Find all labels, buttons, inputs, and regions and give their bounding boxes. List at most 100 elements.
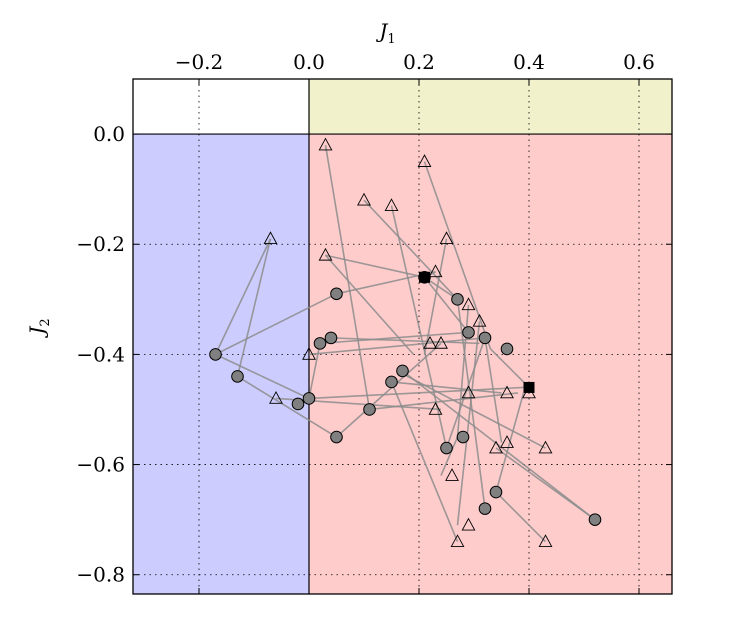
- x-axis-title-subscript: 1: [387, 32, 395, 47]
- triangle-point-15: [500, 385, 514, 399]
- circle-point-15: [500, 342, 514, 356]
- segment-2: [214, 238, 272, 355]
- segment-5: [237, 375, 337, 438]
- segment-1: [215, 293, 337, 356]
- y-axis-title: J2: [25, 318, 53, 338]
- triangle-point-22: [461, 517, 476, 531]
- x-axis-title-main: J: [375, 19, 388, 43]
- circle-point-1: [209, 348, 222, 361]
- segment-25: [495, 447, 596, 521]
- circle-point-8: [363, 403, 376, 416]
- circle-point-4: [291, 397, 305, 411]
- y-tick-label-1: −0.2: [76, 232, 125, 256]
- circle-point-13: [462, 326, 475, 339]
- segment-14: [363, 199, 459, 300]
- segment-36: [324, 254, 415, 355]
- segment-4: [215, 353, 310, 400]
- circle-point-19: [489, 485, 503, 499]
- triangle-point-4: [439, 231, 454, 245]
- square-point-0: [419, 271, 430, 283]
- y-tick-label-2: −0.4: [76, 342, 125, 366]
- triangle-point-17: [428, 402, 443, 415]
- segment-22: [440, 436, 459, 476]
- segment-29: [308, 386, 524, 400]
- triangle-point-10: [423, 335, 437, 349]
- segment-10: [324, 144, 371, 410]
- triangle-point-12: [302, 346, 316, 360]
- circle-point-0: [330, 287, 343, 301]
- grid-lines: [133, 79, 672, 594]
- region-1: [309, 134, 672, 595]
- triangle-point-18: [500, 435, 514, 448]
- connecting-lines: [214, 144, 596, 543]
- segment-37: [391, 381, 502, 394]
- circle-point-3: [302, 392, 316, 405]
- data-markers: [209, 137, 602, 547]
- segment-31: [445, 337, 486, 449]
- segment-12: [325, 254, 425, 279]
- segment-15: [390, 205, 448, 449]
- circle-point-17: [456, 430, 470, 444]
- segment-32: [484, 337, 503, 443]
- triangle-point-14: [461, 385, 476, 399]
- triangle-point-24: [538, 534, 553, 547]
- triangle-point-20: [538, 440, 553, 454]
- circle-point-5: [313, 337, 327, 350]
- circle-point-7: [330, 430, 343, 444]
- triangle-point-1: [417, 154, 432, 167]
- square-point-1: [523, 381, 535, 393]
- y-tick-label-4: −0.8: [76, 563, 125, 587]
- triangle-point-5: [263, 231, 278, 245]
- y-tick-label-3: −0.6: [76, 453, 125, 477]
- triangle-point-13: [269, 391, 283, 404]
- triangle-point-2: [357, 192, 371, 206]
- segment-21: [456, 321, 481, 526]
- x-tick-label-1: 0.0: [293, 50, 325, 74]
- segment-27: [495, 491, 547, 543]
- circle-point-6: [324, 331, 338, 345]
- segment-9: [330, 337, 480, 345]
- segment-35: [308, 337, 486, 356]
- circle-point-20: [588, 513, 602, 526]
- circle-point-12: [451, 293, 464, 306]
- x-tick-label-4: 0.6: [623, 50, 655, 74]
- triangle-point-9: [472, 313, 487, 327]
- y-axis-title-group: J2: [25, 318, 53, 338]
- triangle-point-0: [318, 137, 333, 151]
- triangle-point-7: [428, 264, 443, 278]
- y-axis-title-main: J: [25, 326, 49, 339]
- circle-point-10: [396, 364, 409, 378]
- plot-frame: [132, 78, 673, 595]
- region-0: [133, 134, 309, 595]
- triangle-point-21: [445, 468, 459, 481]
- x-tick-label-0: −0.2: [175, 50, 224, 74]
- plot-regions: [133, 79, 672, 595]
- triangle-point-11: [434, 335, 448, 349]
- circle-point-16: [440, 441, 453, 455]
- segment-8: [319, 331, 469, 345]
- triangle-point-23: [450, 534, 465, 547]
- segment-16: [423, 161, 492, 350]
- triangle-point-6: [318, 247, 333, 261]
- circle-point-9: [385, 375, 398, 389]
- circle-point-18: [478, 502, 492, 515]
- x-tick-label-2: 0.2: [403, 50, 435, 74]
- segment-26: [495, 392, 525, 493]
- segment-23: [390, 381, 459, 542]
- circle-point-14: [478, 331, 492, 345]
- triangle-point-8: [461, 297, 476, 311]
- y-tick-label-0: 0.0: [93, 122, 125, 146]
- segment-17: [489, 348, 530, 389]
- x-axis-title: J1: [375, 19, 395, 47]
- triangle-point-3: [384, 198, 399, 212]
- axis-ticks: −0.2 0.0 0.2 0.4 0.6 0.0 −0.2 −0.4 −0.6 −0.8: [76, 50, 672, 594]
- region-2: [309, 79, 672, 135]
- segment-7: [308, 343, 321, 399]
- segment-3: [236, 238, 272, 377]
- triangle-point-19: [489, 440, 503, 454]
- circle-point-2: [231, 370, 244, 383]
- segment-6: [335, 342, 442, 438]
- x-tick-label-3: 0.4: [513, 50, 545, 74]
- segment-24: [402, 370, 596, 521]
